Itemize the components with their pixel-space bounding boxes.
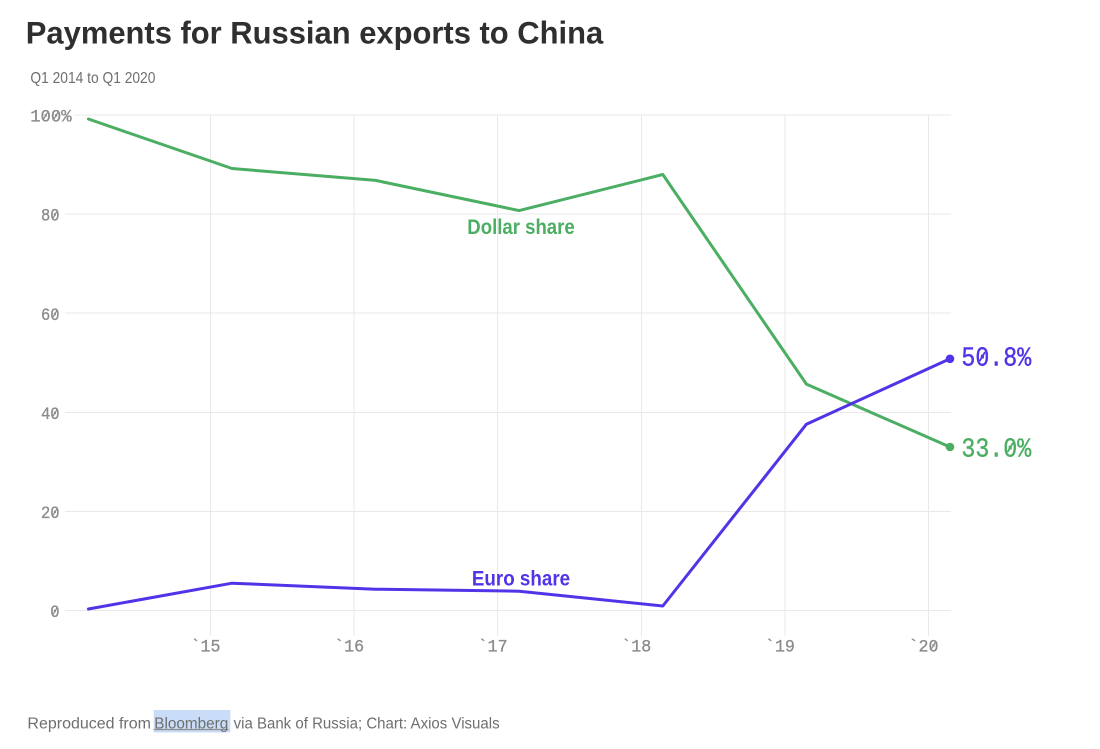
svg-text:40: 40 bbox=[41, 405, 60, 425]
svg-text:Reproduced from: Reproduced from bbox=[27, 715, 151, 732]
svg-text:`16: `16 bbox=[334, 637, 364, 657]
svg-text:80: 80 bbox=[41, 207, 60, 227]
svg-text:`18: `18 bbox=[621, 637, 651, 657]
svg-text:Payments for Russian exports t: Payments for Russian exports to China bbox=[26, 14, 604, 50]
svg-text:`15: `15 bbox=[191, 637, 221, 657]
svg-text:60: 60 bbox=[41, 306, 60, 326]
svg-text:`20: `20 bbox=[909, 637, 939, 657]
svg-text:Euro share: Euro share bbox=[472, 566, 570, 590]
svg-text:Bloomberg: Bloomberg bbox=[154, 715, 228, 732]
svg-text:50.8%: 50.8% bbox=[961, 345, 1032, 375]
svg-text:33.0%: 33.0% bbox=[961, 435, 1032, 465]
svg-text:`17: `17 bbox=[478, 637, 508, 657]
svg-text:Dollar share: Dollar share bbox=[467, 215, 574, 239]
svg-text:20: 20 bbox=[41, 504, 60, 524]
svg-text:via Bank of Russia; Chart: Axi: via Bank of Russia; Chart: Axios Visuals bbox=[234, 715, 500, 732]
svg-text:0: 0 bbox=[50, 603, 59, 623]
svg-text:`19: `19 bbox=[765, 637, 795, 657]
svg-text:100%: 100% bbox=[30, 108, 72, 128]
svg-text:Q1 2014 to Q1 2020: Q1 2014 to Q1 2020 bbox=[30, 70, 155, 87]
